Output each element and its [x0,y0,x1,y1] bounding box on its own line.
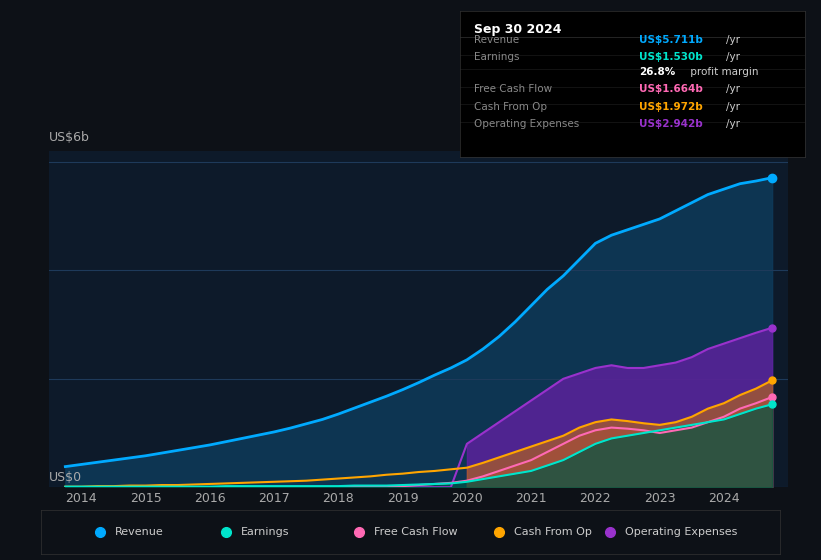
Text: /yr: /yr [726,84,740,94]
Text: /yr: /yr [726,35,740,45]
Text: US$5.711b: US$5.711b [639,35,703,45]
Text: US$1.972b: US$1.972b [639,102,703,111]
Text: 26.8%: 26.8% [639,67,676,77]
Text: US$6b: US$6b [49,132,90,144]
Text: US$0: US$0 [49,471,82,484]
Text: /yr: /yr [726,119,740,129]
Text: Revenue: Revenue [474,35,519,45]
Text: US$1.664b: US$1.664b [639,84,703,94]
Text: Operating Expenses: Operating Expenses [625,527,737,537]
Text: Cash From Op: Cash From Op [474,102,547,111]
Text: US$2.942b: US$2.942b [639,119,703,129]
Text: /yr: /yr [726,102,740,111]
Text: Revenue: Revenue [115,527,163,537]
Text: Earnings: Earnings [241,527,289,537]
Text: Sep 30 2024: Sep 30 2024 [474,23,561,36]
Text: Operating Expenses: Operating Expenses [474,119,579,129]
Text: Free Cash Flow: Free Cash Flow [374,527,457,537]
Text: US$1.530b: US$1.530b [639,52,703,62]
Text: Cash From Op: Cash From Op [514,527,592,537]
Text: profit margin: profit margin [687,67,759,77]
Text: Free Cash Flow: Free Cash Flow [474,84,552,94]
Text: /yr: /yr [726,52,740,62]
Text: Earnings: Earnings [474,52,519,62]
